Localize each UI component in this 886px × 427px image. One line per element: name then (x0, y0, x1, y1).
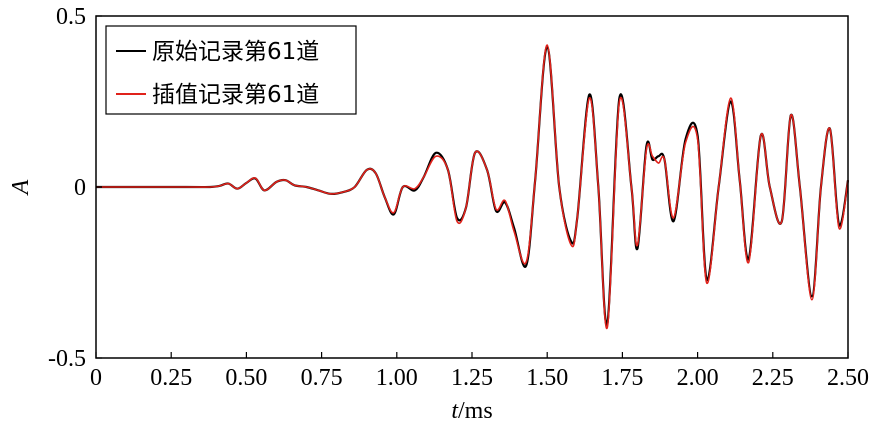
legend-box (105, 25, 357, 115)
x-tick-label: 2.50 (827, 365, 869, 391)
series-line-1 (95, 44, 849, 330)
x-tick-label: 0.25 (150, 365, 192, 391)
x-tick-label: 1.75 (601, 365, 643, 391)
legend: 原始记录第61道 插值记录第61道 (105, 25, 357, 115)
series-layer (95, 44, 850, 330)
x-tick-label: 0.50 (225, 365, 267, 391)
x-tick-label: 1.00 (376, 365, 418, 391)
x-tick-label: 1.50 (526, 365, 568, 391)
legend-label-interpolated: 插值记录第61道 (152, 82, 319, 108)
x-tick-label: 0.75 (301, 365, 343, 391)
ticks-layer: 0 0.25 0.50 0.75 1.00 1.25 1.50 1.75 2.00 2.25 2.5… (48, 4, 869, 391)
y-tick-label: -0.5 (48, 346, 86, 372)
y-tick-label: 0 (74, 175, 86, 201)
x-tick-label: 0 (90, 365, 102, 391)
x-tick-label: 2.25 (752, 365, 794, 391)
x-tick-label: 2.00 (677, 365, 719, 391)
x-tick-label: 1.25 (451, 365, 493, 391)
x-axis-label: t/ms (451, 398, 492, 424)
y-tick-label: 0.5 (56, 4, 86, 30)
y-axis-label: A (8, 179, 34, 196)
legend-label-original: 原始记录第61道 (152, 39, 319, 65)
